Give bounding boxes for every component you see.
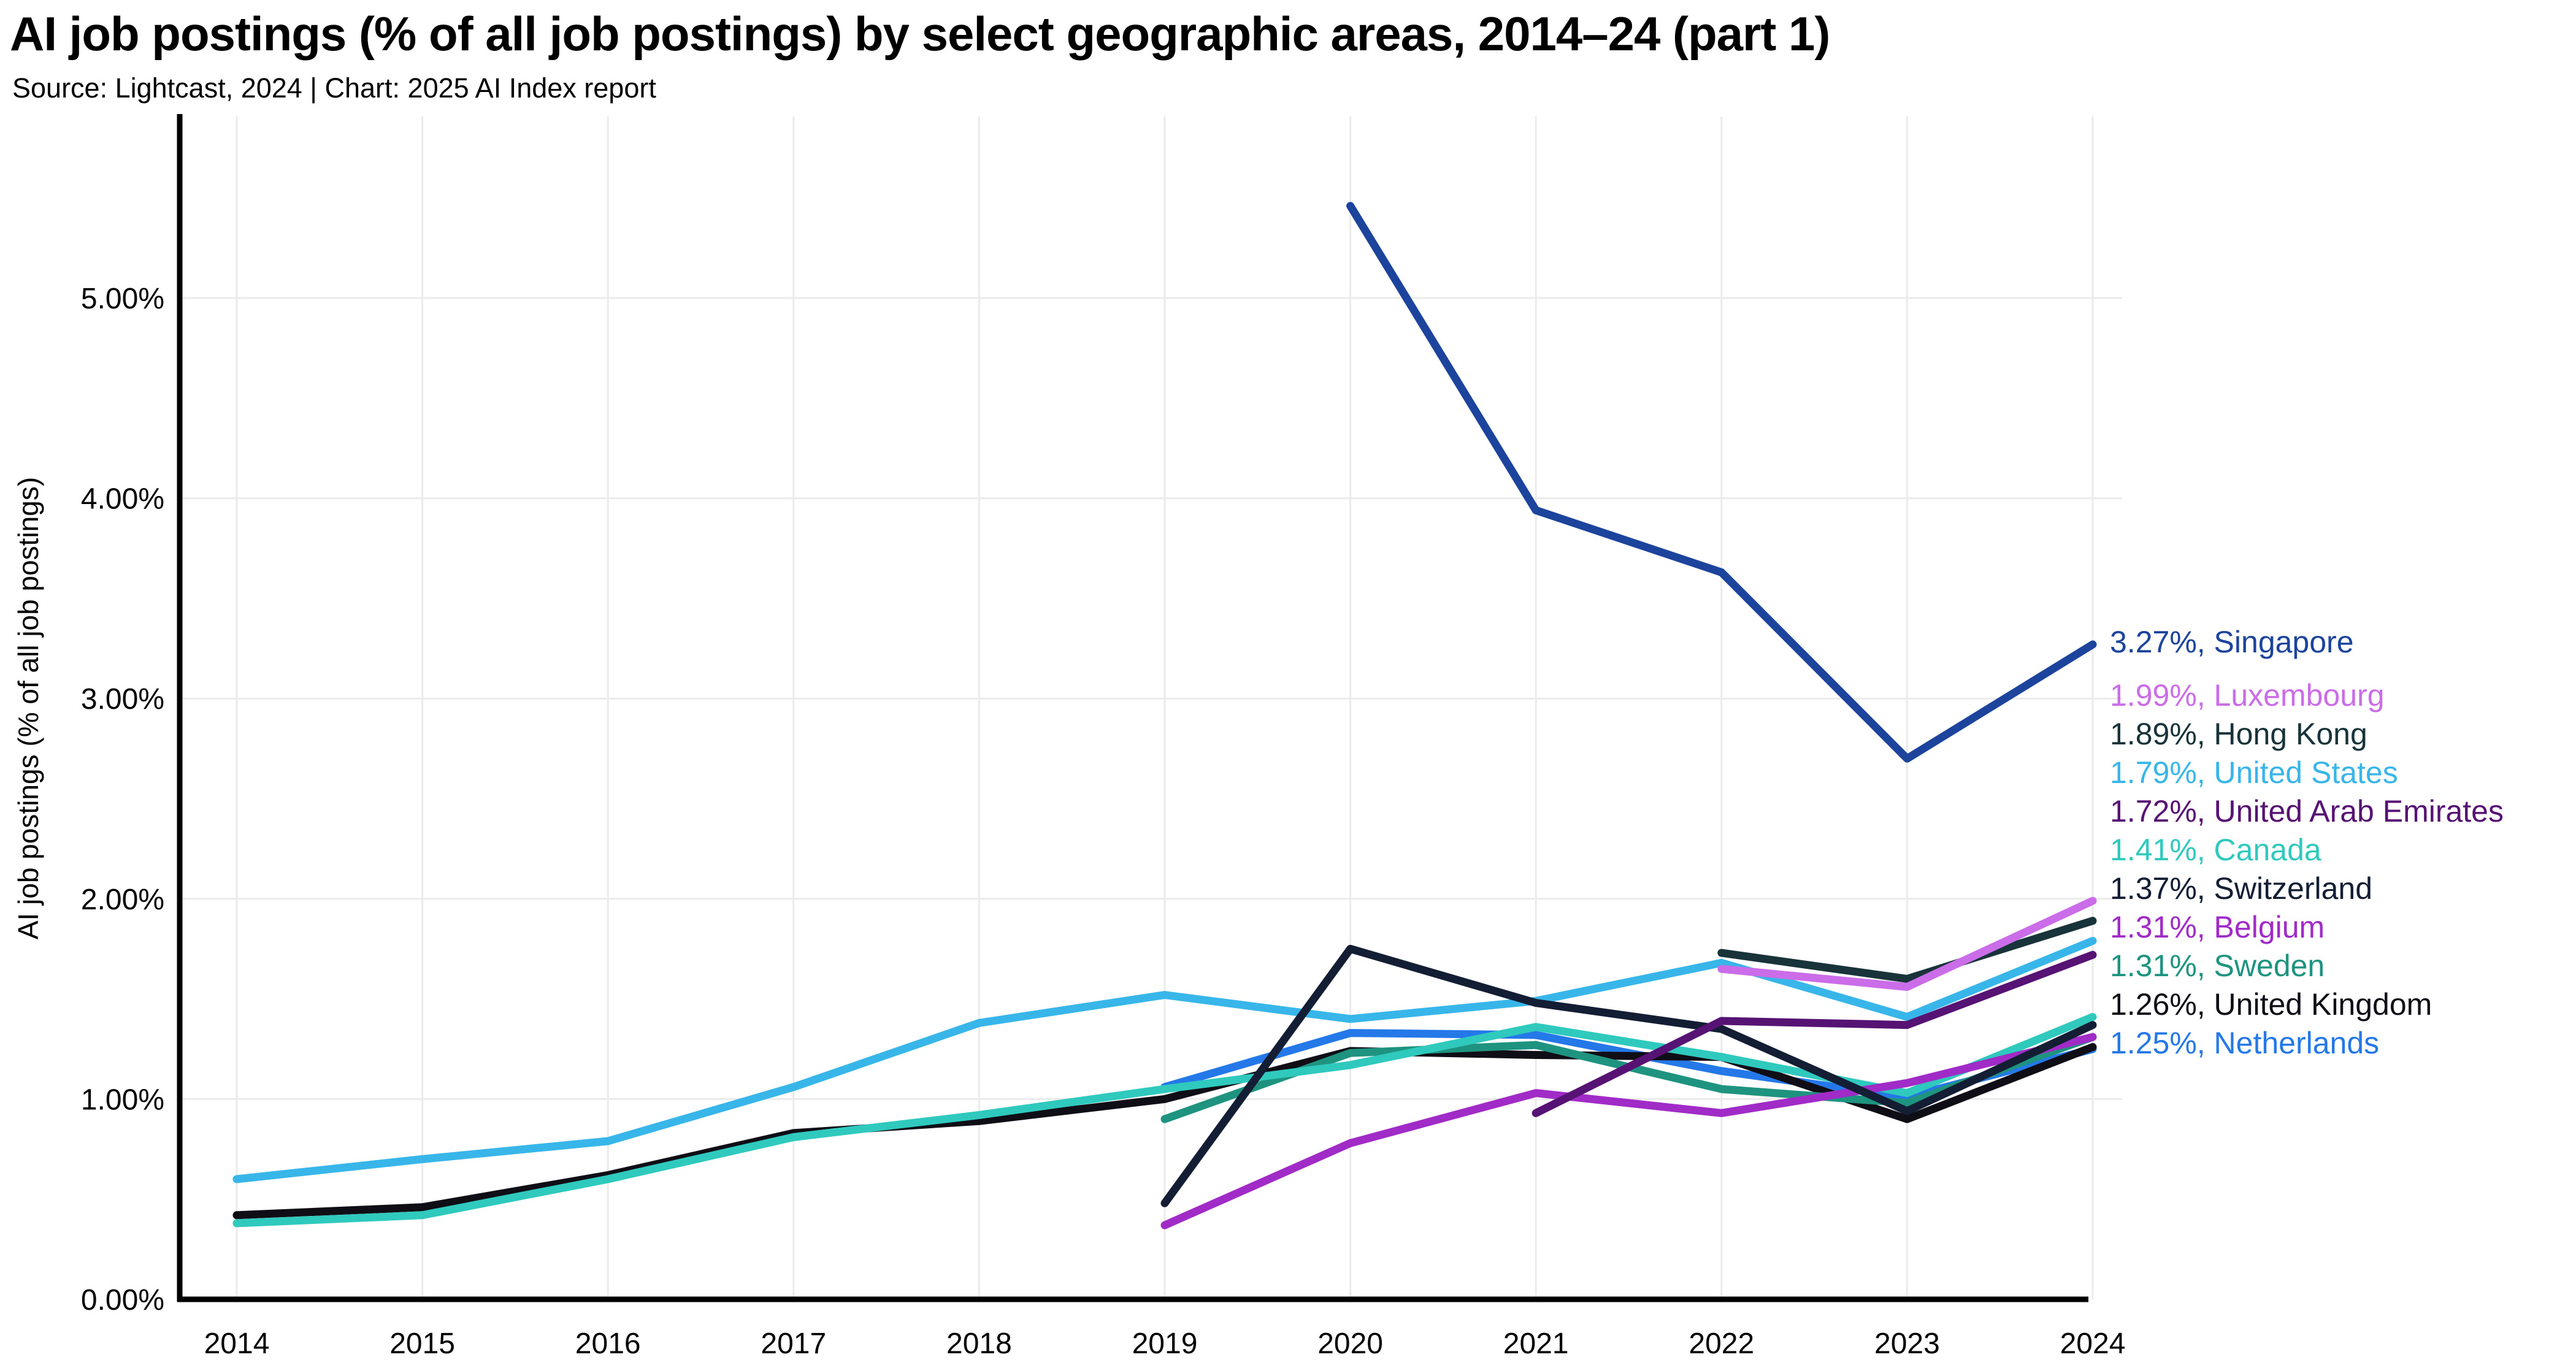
y-axis-title: AI job postings (% of all job postings) (12, 477, 44, 939)
series-line-united-arab-emirates (1531, 950, 2097, 1117)
x-tick-label: 2014 (204, 1328, 270, 1360)
x-tick-label: 2017 (761, 1328, 826, 1360)
y-tick-label: 0.00% (81, 1284, 164, 1316)
series-line-united-kingdom (232, 1043, 2097, 1220)
x-tick-label: 2015 (389, 1328, 455, 1360)
legend-item-belgium: 1.31%, Belgium (2110, 910, 2325, 944)
y-tick-label: 3.00% (81, 683, 164, 716)
chart-subtitle: Source: Lightcast, 2024 | Chart: 2025 AI… (12, 72, 656, 104)
series-lines (232, 202, 2097, 1229)
y-tick-label: 5.00% (81, 283, 164, 315)
series-line-canada (232, 1013, 2097, 1228)
legend-item-united-kingdom: 1.26%, United Kingdom (2110, 987, 2432, 1022)
series-line-united-states (232, 936, 2097, 1183)
x-tick-label: 2021 (1503, 1328, 1569, 1360)
legend-item-singapore: 3.27%, Singapore (2110, 625, 2354, 659)
series-line-hong-kong (1717, 917, 2097, 983)
series-line-luxembourg (1717, 896, 2097, 991)
gridlines (180, 117, 2122, 1299)
x-tick-label: 2022 (1689, 1328, 1754, 1360)
axis-tick-labels: 0.00% 1.00% 2.00% 3.00% 4.00% 5.00% 2014 2015 20… (81, 283, 2126, 1360)
legend-item-hong-kong: 1.89%, Hong Kong (2110, 717, 2367, 751)
x-tick-label: 2019 (1132, 1328, 1198, 1360)
x-tick-label: 2018 (946, 1328, 1012, 1360)
y-tick-label: 4.00% (81, 483, 164, 516)
x-tick-label: 2024 (2060, 1328, 2126, 1360)
legend: 3.27%, Singapore 1.99%, Luxembourg 1.89%, … (2110, 625, 2504, 1060)
legend-item-netherlands: 1.25%, Netherlands (2110, 1026, 2379, 1060)
legend-item-united-arab-emirates: 1.72%, United Arab Emirates (2110, 794, 2504, 828)
y-tick-label: 2.00% (81, 884, 164, 916)
y-tick-label: 1.00% (81, 1083, 164, 1116)
series-line-belgium (1160, 1033, 2097, 1229)
legend-item-sweden: 1.31%, Sweden (2110, 949, 2325, 983)
axis-spines (177, 114, 2088, 1302)
legend-item-luxembourg: 1.99%, Luxembourg (2110, 678, 2385, 713)
series-line-singapore (1346, 202, 2097, 763)
x-tick-label: 2020 (1317, 1328, 1383, 1360)
x-tick-label: 2023 (1874, 1328, 1940, 1360)
legend-item-switzerland: 1.37%, Switzerland (2110, 871, 2372, 906)
x-tick-label: 2016 (575, 1328, 641, 1360)
chart-title: AI job postings (% of all job postings) … (10, 7, 1830, 61)
legend-item-canada: 1.41%, Canada (2110, 833, 2321, 867)
legend-item-united-states: 1.79%, United States (2110, 755, 2398, 790)
series-line-switzerland (1160, 944, 2097, 1207)
